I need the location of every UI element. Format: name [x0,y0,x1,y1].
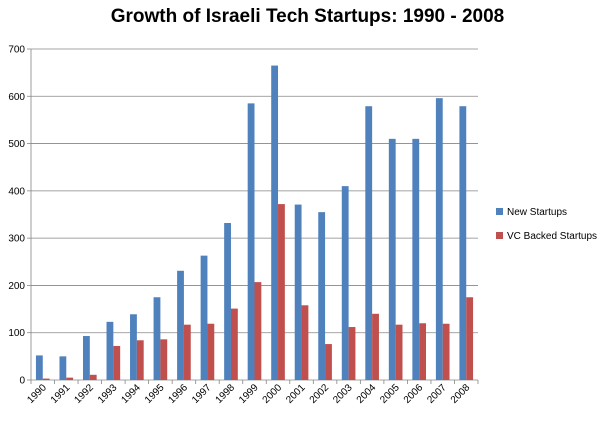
bar-new-startups-1999 [247,103,255,380]
bar-vc-backed-startups-2008 [466,297,474,380]
bar-new-startups-2008 [459,106,467,381]
x-tick-label: 2007 [425,382,449,406]
bar-new-startups-2006 [412,138,420,380]
bar-new-startups-1994 [130,314,137,380]
bar-vc-backed-startups-1993 [113,345,121,380]
bar-vc-backed-startups-2005 [395,324,403,380]
x-tick-label: 1997 [190,382,214,406]
bar-vc-backed-startups-1994 [136,340,144,380]
y-tick-label: 700 [8,45,25,56]
y-tick-label: 600 [8,92,25,103]
y-tick-label: 100 [8,328,25,339]
x-tick-label: 2004 [355,382,379,406]
legend-swatch-new-startups [496,208,503,215]
x-tick-label: 2002 [308,382,332,406]
bar-vc-backed-startups-2000 [278,204,285,380]
bar-vc-backed-startups-1999 [254,282,262,380]
x-tick-label: 1993 [96,382,120,406]
y-tick-label: 400 [8,186,25,197]
x-tick-label: 2006 [402,382,426,406]
x-tick-label: 1999 [237,382,261,406]
bar-vc-backed-startups-2001 [301,305,309,380]
x-tick-label: 2001 [284,382,308,406]
bar-new-startups-2003 [341,186,349,380]
bar-vc-backed-startups-2002 [325,344,332,380]
bar-new-startups-2000 [271,65,279,381]
bar-new-startups-2004 [365,106,373,381]
chart-title: Growth of Israeli Tech Startups: 1990 - … [110,6,505,27]
x-tick-label: 1996 [167,382,191,406]
y-tick-label: 500 [8,139,25,150]
legend: New Startups VC Backed Startups [496,207,597,242]
legend-label: VC Backed Startups [507,231,597,242]
bar-vc-backed-startups-1991 [66,377,74,380]
bar-vc-backed-startups-2006 [419,323,427,380]
bar-new-startups-1995 [153,297,161,380]
bar-new-startups-1998 [224,223,231,380]
x-tick-label: 1998 [214,382,238,406]
bar-vc-backed-startups-2007 [442,323,450,380]
legend-swatch-vc-backed-startups [496,232,503,239]
x-tick-labels: 1990 1991 1992 1993 1994 1995 1996 1997 1998 1999… [25,382,472,406]
x-tick-label: 2000 [261,382,285,406]
bar-vc-backed-startups-1990 [42,378,50,380]
bar-new-startups-2007 [435,98,443,381]
x-tick-label: 2003 [331,382,355,406]
bar-new-startups-1992 [82,336,90,380]
x-tick-label: 2005 [378,382,402,406]
y-tick-label: 0 [19,376,25,387]
y-tick-label: 300 [8,234,25,245]
x-tick-label: 1991 [49,382,73,406]
bar-new-startups-1993 [106,321,114,380]
bar-new-startups-2001 [294,204,302,380]
bar-new-startups-1996 [177,270,184,380]
x-tick-label: 2008 [449,382,473,406]
bar-vc-backed-startups-1992 [89,374,97,380]
bar-new-startups-2005 [388,138,396,380]
x-tick-label: 1992 [72,382,96,406]
bar-new-startups-1990 [35,355,43,380]
bars [35,65,474,381]
bar-vc-backed-startups-1995 [160,339,168,380]
bar-vc-backed-startups-1998 [230,308,238,380]
x-tick-label: 1990 [25,382,49,406]
bar-new-startups-1991 [59,356,67,380]
bar-vc-backed-startups-1996 [183,324,191,380]
y-tick-label: 200 [8,281,25,292]
legend-label: New Startups [507,207,567,218]
x-tick-label: 1995 [143,382,167,406]
bar-vc-backed-startups-2003 [348,327,356,380]
bar-new-startups-1997 [200,255,208,380]
bar-vc-backed-startups-1997 [207,323,215,380]
y-tick-labels: 0 100 200 300 400 500 600 700 [8,45,25,387]
bar-vc-backed-startups-2004 [372,313,379,380]
x-tick-label: 1994 [119,382,143,406]
bar-new-startups-2002 [318,212,326,380]
